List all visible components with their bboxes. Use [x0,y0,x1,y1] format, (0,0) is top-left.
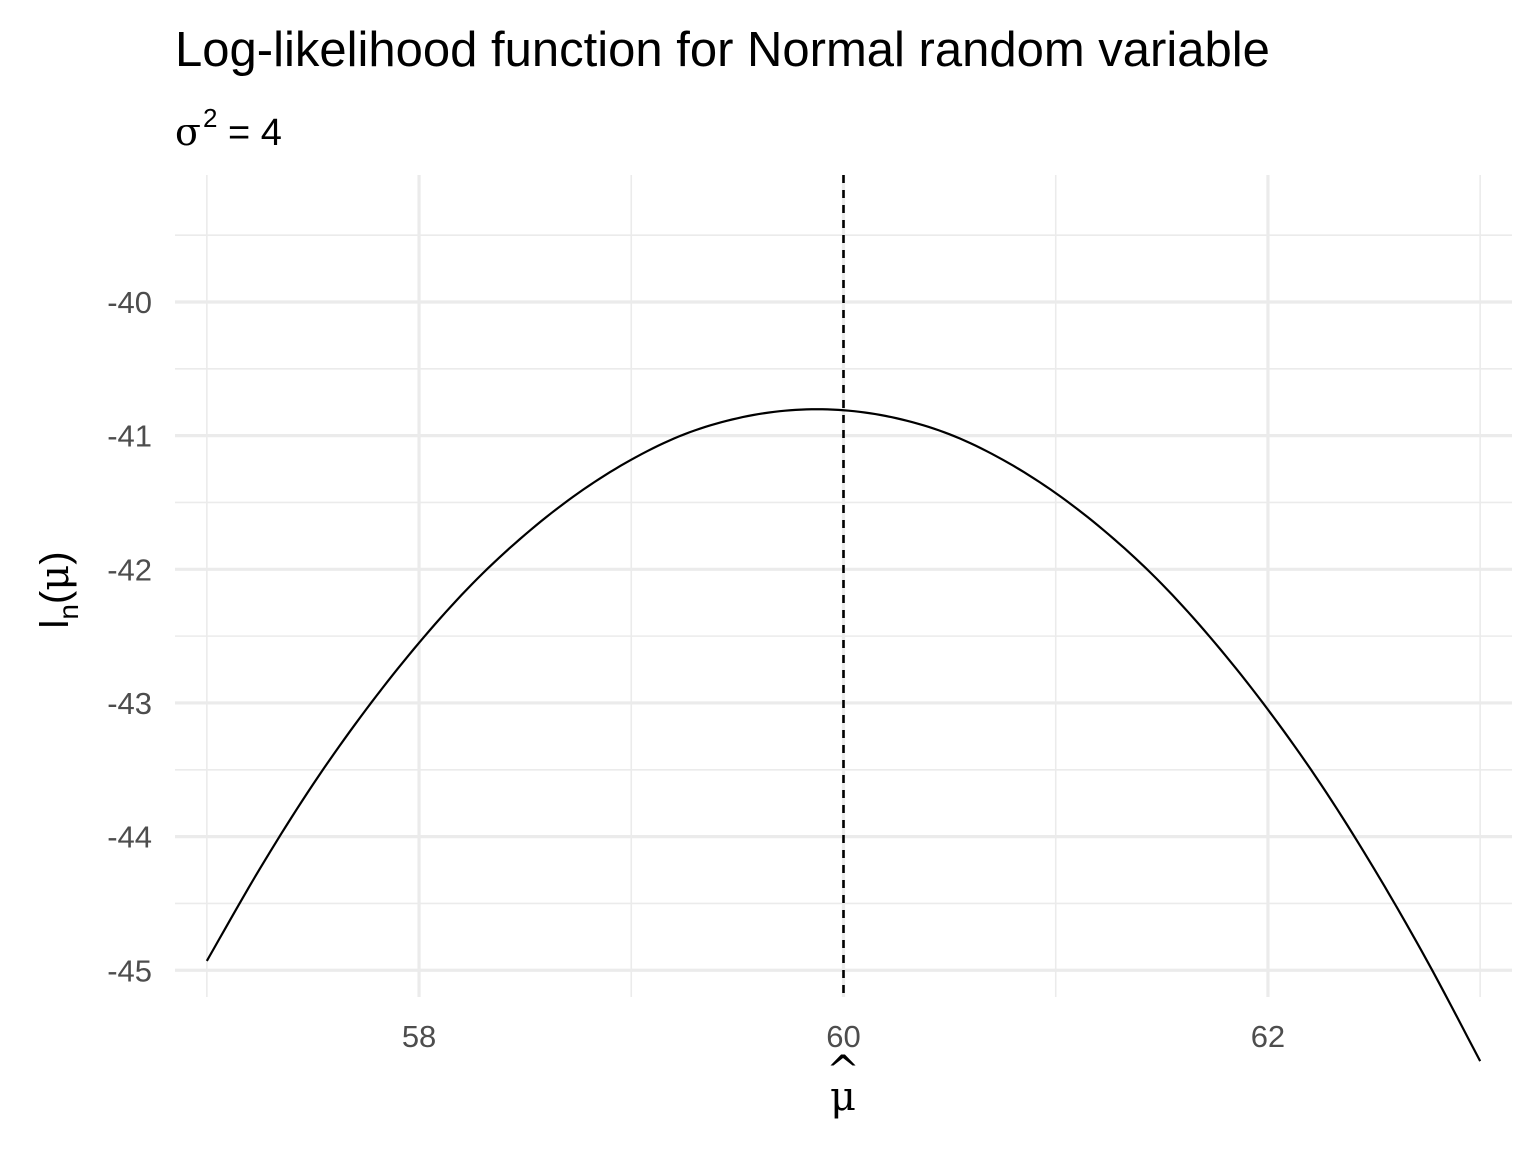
log-likelihood-curve [205,408,1482,1062]
y-tick-label: -40 [107,285,152,320]
chart-title: Log-likelihood function for Normal rando… [175,23,1270,77]
x-axis-title: ^ μ [826,1048,860,1120]
y-tick-label: -45 [107,953,152,988]
y-tick-label: -42 [107,552,152,587]
y-axis-title: ln(μ) [32,551,84,628]
y-axis-title-text: ln(μ) [32,551,84,628]
x-tick-label: 62 [1251,1019,1285,1054]
series-layer [205,175,1482,1062]
x-tick-label: 58 [402,1019,436,1054]
y-axis-title-symbol: μ [32,565,78,591]
y-axis-title-subscript: n [53,604,84,620]
y-tick-label: -44 [107,820,152,855]
y-axis-title-close-paren: ) [33,551,77,564]
subtitle-rest: = 4 [217,112,281,154]
subtitle-symbol: σ [175,110,201,154]
y-tick-label: -41 [107,419,152,454]
y-tick-label: -43 [107,686,152,721]
subtitle-superscript: 2 [203,103,217,133]
x-axis-title-symbol: μ [830,1074,856,1120]
x-axis-tick-labels: 58 60 62 [402,1019,1285,1054]
y-axis-title-base: l [33,620,77,629]
y-axis-title-open-paren: ( [33,590,77,604]
x-axis-title-hat: ^ [826,1048,860,1094]
chart-subtitle: σ2 = 4 [175,103,282,154]
x-tick-label: 60 [826,1019,860,1054]
y-axis-tick-labels: -45 -44 -43 -42 -41 -40 [107,285,152,988]
